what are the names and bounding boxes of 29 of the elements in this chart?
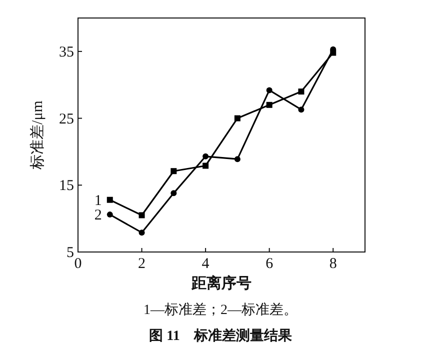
text: 1—标准差；2—标准差。 <box>144 302 298 318</box>
x-tick-label: 2 <box>138 256 146 272</box>
series-label: 2 <box>94 208 102 224</box>
x-axis-title: 距离序号 <box>190 274 252 292</box>
x-tick-label: 8 <box>329 256 337 272</box>
x-tick-label: 6 <box>266 256 274 272</box>
y-tick-label: 35 <box>59 44 74 60</box>
y-axis-title: 标准差/μm <box>29 100 46 170</box>
point <box>106 196 113 203</box>
point <box>298 88 304 95</box>
point <box>138 212 145 218</box>
point <box>170 190 177 196</box>
x-tick-label: 0 <box>74 256 82 272</box>
point <box>234 156 240 162</box>
point <box>266 87 272 94</box>
y-tick-label: 5 <box>66 245 74 261</box>
x-tick-label: 4 <box>202 256 210 272</box>
point <box>202 153 209 160</box>
y-tick-label: 25 <box>59 111 74 128</box>
y-tick-label: 15 <box>59 178 74 194</box>
point <box>170 168 177 174</box>
point <box>234 115 240 122</box>
point <box>138 230 145 236</box>
series-label: 1 <box>94 192 102 209</box>
point <box>106 212 113 218</box>
point <box>202 162 209 169</box>
point <box>298 106 304 113</box>
text: 图 11 标准差测量结果 <box>149 328 293 344</box>
point <box>266 102 272 108</box>
